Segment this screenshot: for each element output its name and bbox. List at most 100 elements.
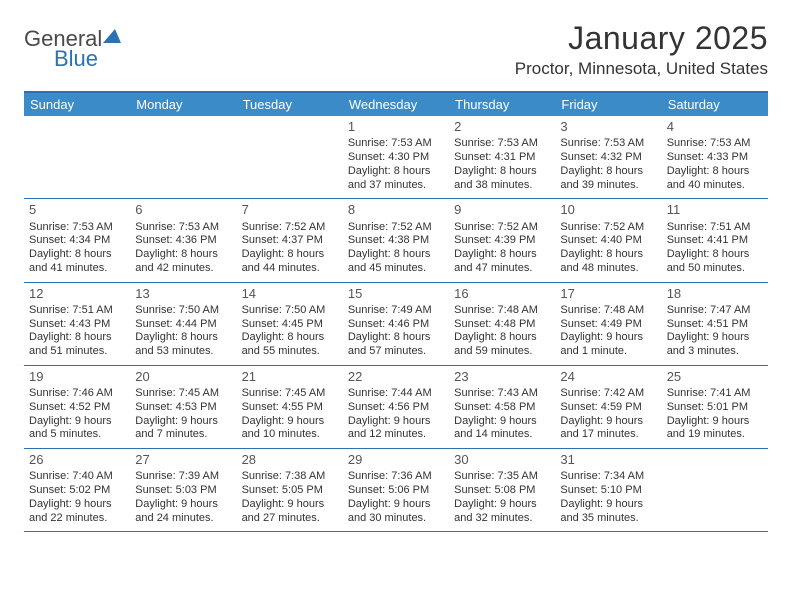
daylight-line: and 12 minutes. <box>348 428 444 442</box>
weekday-header-sunday: Sunday <box>24 93 130 116</box>
day-cell: 8Sunrise: 7:52 AMSunset: 4:38 PMDaylight… <box>343 199 449 281</box>
daylight-line: Daylight: 9 hours <box>348 498 444 512</box>
weekday-header-thursday: Thursday <box>449 93 555 116</box>
day-cell: 30Sunrise: 7:35 AMSunset: 5:08 PMDayligh… <box>449 449 555 531</box>
day-number: 8 <box>348 202 444 218</box>
day-number: 15 <box>348 286 444 302</box>
sun-sunset-line: Sunset: 4:53 PM <box>135 401 231 415</box>
sun-sunset-line: Sunset: 4:59 PM <box>560 401 656 415</box>
daylight-line: Daylight: 8 hours <box>29 331 125 345</box>
daylight-line: and 35 minutes. <box>560 512 656 526</box>
sun-sunset-line: Sunset: 4:43 PM <box>29 318 125 332</box>
empty-cell <box>24 116 130 198</box>
daylight-line: and 30 minutes. <box>348 512 444 526</box>
sun-sunset-line: Sunset: 4:52 PM <box>29 401 125 415</box>
day-number: 18 <box>667 286 763 302</box>
daylight-line: and 3 minutes. <box>667 345 763 359</box>
weekday-header-row: SundayMondayTuesdayWednesdayThursdayFrid… <box>24 93 768 116</box>
week-row: 12Sunrise: 7:51 AMSunset: 4:43 PMDayligh… <box>24 283 768 366</box>
sun-sunrise-line: Sunrise: 7:47 AM <box>667 304 763 318</box>
daylight-line: Daylight: 9 hours <box>29 415 125 429</box>
daylight-line: and 37 minutes. <box>348 179 444 193</box>
daylight-line: and 32 minutes. <box>454 512 550 526</box>
day-number: 4 <box>667 119 763 135</box>
day-number: 30 <box>454 452 550 468</box>
day-cell: 20 Sunrise: 7:45 AMSunset: 4:53 PMDayligh… <box>130 366 236 448</box>
daylight-line: and 24 minutes. <box>135 512 231 526</box>
month-title: January 2025 <box>515 20 768 57</box>
day-number: 29 <box>348 452 444 468</box>
daylight-line: Daylight: 9 hours <box>135 415 231 429</box>
daylight-line: Daylight: 9 hours <box>29 498 125 512</box>
daylight-line: and 17 minutes. <box>560 428 656 442</box>
day-cell: 1Sunrise: 7:53 AMSunset: 4:30 PMDaylight… <box>343 116 449 198</box>
sun-sunrise-line: Sunrise: 7:45 AM <box>135 387 231 401</box>
daylight-line: Daylight: 8 hours <box>667 248 763 262</box>
daylight-line: Daylight: 8 hours <box>560 248 656 262</box>
sun-sunset-line: Sunset: 4:41 PM <box>667 234 763 248</box>
day-cell: 21Sunrise: 7:45 AMSunset: 4:55 PMDayligh… <box>237 366 343 448</box>
week-row: 5Sunrise: 7:53 AMSunset: 4:34 PMDaylight… <box>24 199 768 282</box>
daylight-line: and 14 minutes. <box>454 428 550 442</box>
day-cell: 24Sunrise: 7:42 AMSunset: 4:59 PMDayligh… <box>555 366 661 448</box>
sun-sunrise-line: Sunrise: 7:48 AM <box>454 304 550 318</box>
daylight-line: and 7 minutes. <box>135 428 231 442</box>
day-number: 6 <box>135 202 231 218</box>
daylight-line: and 1 minute. <box>560 345 656 359</box>
day-cell: 29Sunrise: 7:36 AMSunset: 5:06 PMDayligh… <box>343 449 449 531</box>
day-number: 14 <box>242 286 338 302</box>
sun-sunrise-line: Sunrise: 7:52 AM <box>454 221 550 235</box>
sun-sunset-line: Sunset: 4:38 PM <box>348 234 444 248</box>
sun-sunrise-line: Sunrise: 7:38 AM <box>242 470 338 484</box>
day-number: 20 <box>135 369 231 385</box>
day-number: 24 <box>560 369 656 385</box>
sun-sunrise-line: Sunrise: 7:49 AM <box>348 304 444 318</box>
day-cell: 22Sunrise: 7:44 AMSunset: 4:56 PMDayligh… <box>343 366 449 448</box>
daylight-line: Daylight: 8 hours <box>348 248 444 262</box>
daylight-line: Daylight: 9 hours <box>348 415 444 429</box>
day-cell: 23Sunrise: 7:43 AMSunset: 4:58 PMDayligh… <box>449 366 555 448</box>
day-cell: 10Sunrise: 7:52 AMSunset: 4:40 PMDayligh… <box>555 199 661 281</box>
sun-sunrise-line: Sunrise: 7:35 AM <box>454 470 550 484</box>
sun-sunrise-line: Sunrise: 7:53 AM <box>29 221 125 235</box>
daylight-line: and 40 minutes. <box>667 179 763 193</box>
day-number: 2 <box>454 119 550 135</box>
title-block: January 2025 Proctor, Minnesota, United … <box>515 20 768 79</box>
empty-cell <box>237 116 343 198</box>
day-cell: 19Sunrise: 7:46 AMSunset: 4:52 PMDayligh… <box>24 366 130 448</box>
daylight-line: Daylight: 8 hours <box>560 165 656 179</box>
day-number: 17 <box>560 286 656 302</box>
sun-sunset-line: Sunset: 4:39 PM <box>454 234 550 248</box>
weekday-header-monday: Monday <box>130 93 236 116</box>
daylight-line: and 47 minutes. <box>454 262 550 276</box>
location-label: Proctor, Minnesota, United States <box>515 59 768 79</box>
sun-sunset-line: Sunset: 5:02 PM <box>29 484 125 498</box>
sun-sunrise-line: Sunrise: 7:41 AM <box>667 387 763 401</box>
daylight-line: Daylight: 9 hours <box>454 498 550 512</box>
daylight-line: and 22 minutes. <box>29 512 125 526</box>
sun-sunset-line: Sunset: 4:45 PM <box>242 318 338 332</box>
week-row: 1Sunrise: 7:53 AMSunset: 4:30 PMDaylight… <box>24 116 768 199</box>
daylight-line: Daylight: 8 hours <box>454 165 550 179</box>
daylight-line: Daylight: 9 hours <box>560 415 656 429</box>
daylight-line: and 19 minutes. <box>667 428 763 442</box>
daylight-line: and 38 minutes. <box>454 179 550 193</box>
sun-sunrise-line: Sunrise: 7:50 AM <box>242 304 338 318</box>
day-cell: 26Sunrise: 7:40 AMSunset: 5:02 PMDayligh… <box>24 449 130 531</box>
day-cell: 16Sunrise: 7:48 AMSunset: 4:48 PMDayligh… <box>449 283 555 365</box>
sun-sunrise-line: Sunrise: 7:34 AM <box>560 470 656 484</box>
sun-sunrise-line: Sunrise: 7:48 AM <box>560 304 656 318</box>
day-cell: 2Sunrise: 7:53 AMSunset: 4:31 PMDaylight… <box>449 116 555 198</box>
empty-cell <box>130 116 236 198</box>
daylight-line: Daylight: 8 hours <box>29 248 125 262</box>
sun-sunset-line: Sunset: 4:51 PM <box>667 318 763 332</box>
daylight-line: Daylight: 8 hours <box>348 165 444 179</box>
sun-sunset-line: Sunset: 4:31 PM <box>454 151 550 165</box>
daylight-line: and 10 minutes. <box>242 428 338 442</box>
daylight-line: and 5 minutes. <box>29 428 125 442</box>
daylight-line: Daylight: 8 hours <box>242 331 338 345</box>
sun-sunset-line: Sunset: 4:33 PM <box>667 151 763 165</box>
day-number: 21 <box>242 369 338 385</box>
empty-cell <box>662 449 768 531</box>
sun-sunset-line: Sunset: 4:55 PM <box>242 401 338 415</box>
